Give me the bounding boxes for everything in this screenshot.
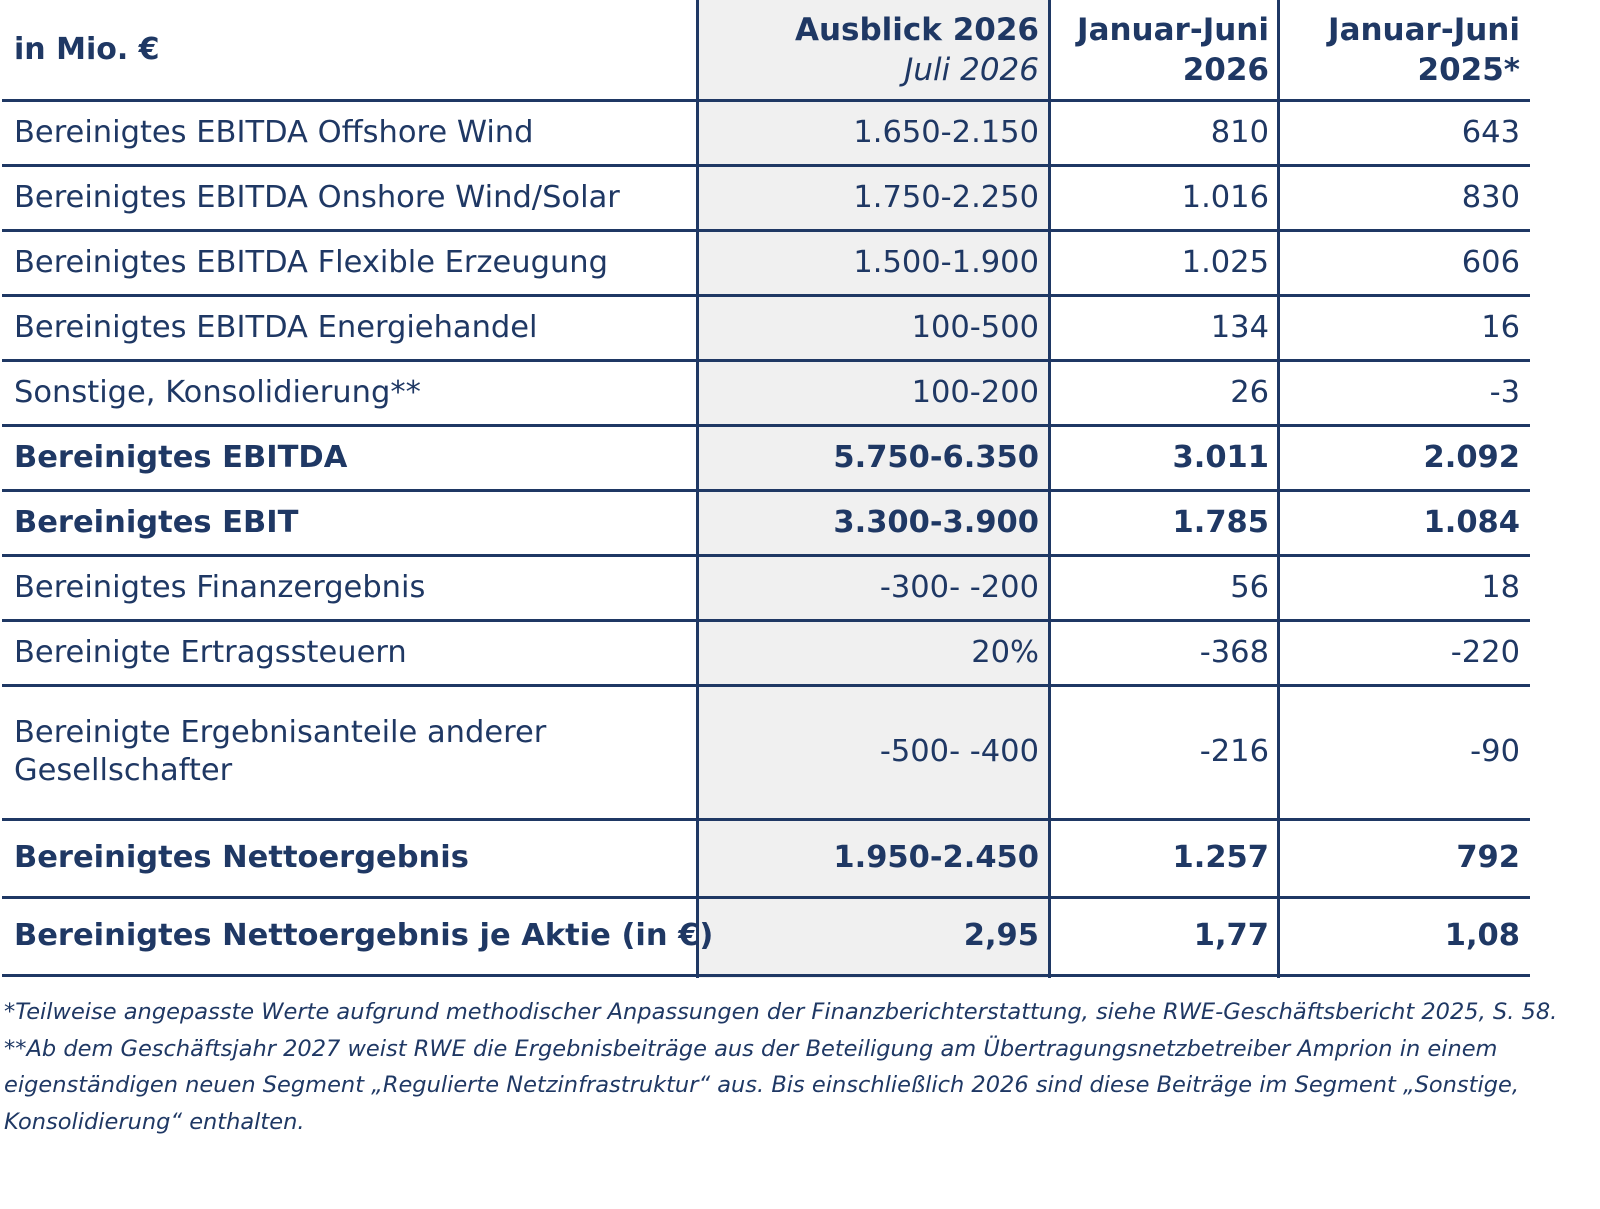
cell-outlook: 5.750-6.350 [697,425,1049,492]
cell-outlook: -300- -200 [697,555,1049,622]
cell-h1-2025: 830 [1279,165,1530,232]
table-row: Bereinigte Ertragssteuern 20% -368 -220 [2,620,1530,687]
cell-outlook: 1.750-2.250 [697,165,1049,232]
row-label: Bereinigtes Nettoergebnis [2,819,697,899]
cell-outlook: 100-200 [697,360,1049,427]
cell-h1-2025: -90 [1279,685,1530,821]
table-row-total: Bereinigtes EBITDA 5.750-6.350 3.011 2.0… [2,425,1530,492]
col-header-h1-2025-line1: Januar-Juni [1328,12,1520,48]
cell-h1-2026: -216 [1049,685,1279,821]
table-row: Bereinigtes EBITDA Offshore Wind 1.650-2… [2,100,1530,167]
table-header-row: in Mio. € Ausblick 2026 Juli 2026 Januar… [2,0,1530,102]
footnotes: *Teilweise angepasste Werte aufgrund met… [4,994,1594,1140]
cell-h1-2026: 810 [1049,100,1279,167]
unit-label: in Mio. € [2,0,697,102]
col-header-outlook-sub: Juli 2026 [904,52,1039,88]
table-row-total: Bereinigtes Nettoergebnis je Aktie (in €… [2,897,1530,977]
col-header-outlook: Ausblick 2026 Juli 2026 [697,0,1049,102]
cell-h1-2026: 56 [1049,555,1279,622]
cell-h1-2026: 1.025 [1049,230,1279,297]
row-label: Bereinigtes EBIT [2,490,697,557]
cell-h1-2026: 26 [1049,360,1279,427]
row-label: Bereinigtes EBITDA Energiehandel [2,295,697,362]
cell-outlook: 1.650-2.150 [697,100,1049,167]
row-label: Bereinigtes Finanzergebnis [2,555,697,622]
cell-h1-2026: 1.016 [1049,165,1279,232]
cell-h1-2025: 1.084 [1279,490,1530,557]
cell-h1-2025: 643 [1279,100,1530,167]
row-label: Sonstige, Konsolidierung** [2,360,697,427]
financial-table-container: in Mio. € Ausblick 2026 Juli 2026 Januar… [2,0,1530,978]
table-row: Bereinigtes EBITDA Energiehandel 100-500… [2,295,1530,362]
cell-h1-2026: 1.257 [1049,819,1279,899]
cell-h1-2025: 792 [1279,819,1530,899]
cell-h1-2025: 1,08 [1279,897,1530,977]
cell-outlook: 2,95 [697,897,1049,977]
cell-h1-2026: 3.011 [1049,425,1279,492]
row-label: Bereinigtes Nettoergebnis je Aktie (in €… [2,897,713,977]
table-row-total: Bereinigtes EBIT 3.300-3.900 1.785 1.084 [2,490,1530,557]
row-label: Bereinigtes EBITDA Offshore Wind [2,100,697,167]
cell-h1-2025: 18 [1279,555,1530,622]
cell-outlook: 100-500 [697,295,1049,362]
cell-h1-2025: 606 [1279,230,1530,297]
col-header-h1-2026-line1: Januar-Juni [1077,12,1269,48]
table-row: Bereinigtes Finanzergebnis -300- -200 56… [2,555,1530,622]
financial-outlook-table: in Mio. € Ausblick 2026 Juli 2026 Januar… [2,0,1530,977]
col-header-h1-2025: Januar-Juni 2025* [1279,0,1530,102]
cell-h1-2026: 1.785 [1049,490,1279,557]
cell-h1-2026: 134 [1049,295,1279,362]
footnote-segment-change: **Ab dem Geschäftsjahr 2027 weist RWE di… [4,1035,1520,1135]
col-header-h1-2025-line2: 2025* [1417,52,1521,88]
column-divider [696,0,699,978]
table-row: Sonstige, Konsolidierung** 100-200 26 -3 [2,360,1530,427]
cell-outlook: 20% [697,620,1049,687]
cell-h1-2025: -3 [1279,360,1530,427]
col-header-h1-2026: Januar-Juni 2026 [1049,0,1279,102]
col-header-outlook-title: Ausblick 2026 [794,12,1039,48]
cell-h1-2025: 16 [1279,295,1530,362]
row-label: Bereinigte Ertragssteuern [2,620,697,687]
col-header-h1-2026-line2: 2026 [1182,52,1269,88]
column-divider [1277,0,1280,978]
cell-h1-2025: 2.092 [1279,425,1530,492]
table-row-total: Bereinigtes Nettoergebnis 1.950-2.450 1.… [2,819,1530,899]
cell-outlook: 1.950-2.450 [697,819,1049,899]
cell-outlook: 1.500-1.900 [697,230,1049,297]
row-label: Bereinigtes EBITDA [2,425,697,492]
row-label: Bereinigte Ergebnisanteile anderer Gesel… [2,685,697,821]
cell-outlook: -500- -400 [697,685,1049,821]
table-row: Bereinigte Ergebnisanteile anderer Gesel… [2,685,1530,821]
table-row: Bereinigtes EBITDA Onshore Wind/Solar 1.… [2,165,1530,232]
row-label: Bereinigtes EBITDA Onshore Wind/Solar [2,165,697,232]
table-row: Bereinigtes EBITDA Flexible Erzeugung 1.… [2,230,1530,297]
cell-outlook: 3.300-3.900 [697,490,1049,557]
cell-h1-2026: -368 [1049,620,1279,687]
cell-h1-2026: 1,77 [1049,897,1279,977]
footnote-adjusted-values: *Teilweise angepasste Werte aufgrund met… [4,999,1558,1025]
column-divider [1048,0,1051,978]
row-label: Bereinigtes EBITDA Flexible Erzeugung [2,230,697,297]
cell-h1-2025: -220 [1279,620,1530,687]
